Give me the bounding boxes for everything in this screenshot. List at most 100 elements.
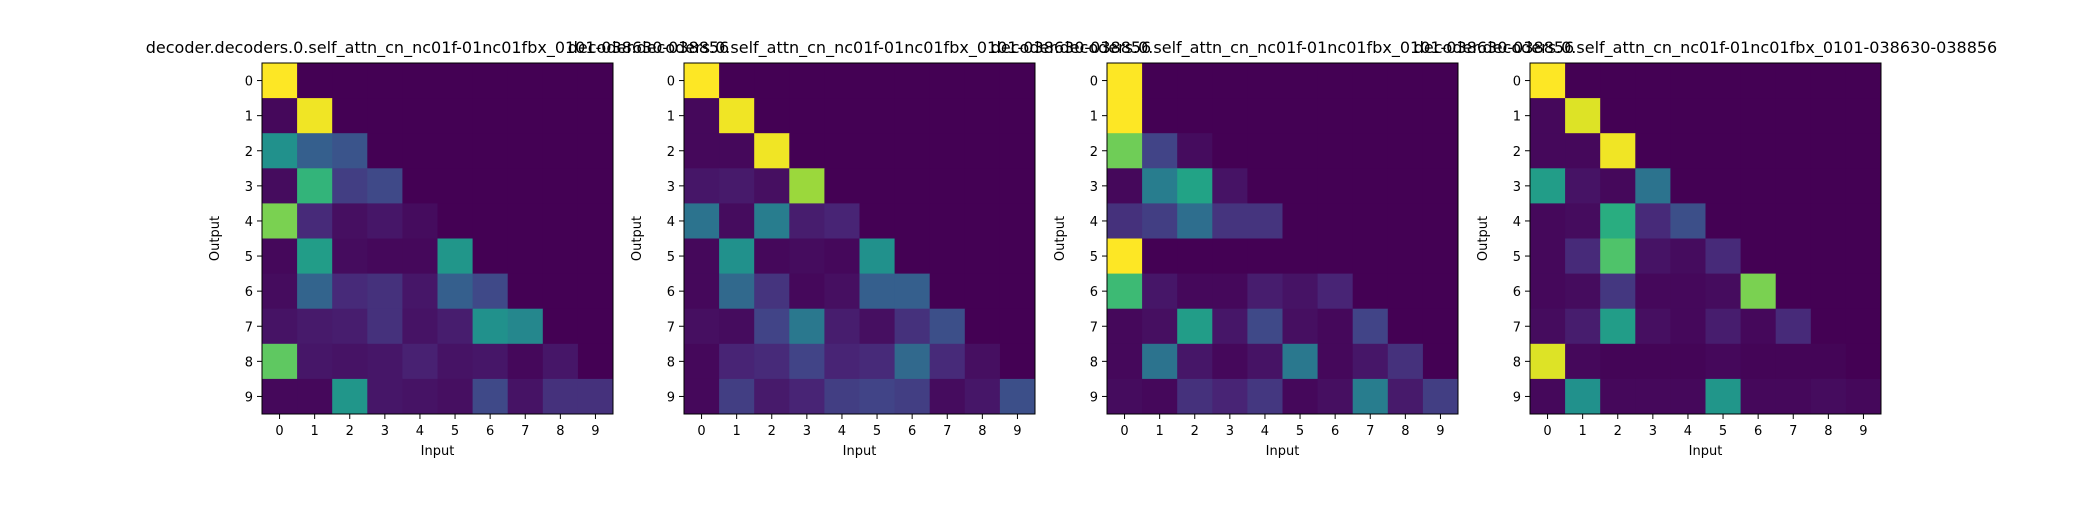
heatmap-cell-r0-c7 [508, 63, 544, 99]
x-tick-label: 9 [591, 424, 599, 439]
heatmap-cell-r9-c6 [1741, 379, 1777, 415]
heatmap-cell-r1-c8 [1811, 98, 1847, 134]
heatmap-cell-r3-c1 [297, 168, 333, 204]
x-axis-label: Input [1689, 444, 1723, 459]
heatmap-cell-r7-c5 [1706, 309, 1742, 345]
heatmap-cell-r8-c2 [1177, 344, 1213, 380]
y-tick-label: 6 [1513, 285, 1521, 300]
heatmap-cell-r8-c2 [1600, 344, 1636, 380]
heatmap-cell-r2-c8 [965, 133, 1001, 169]
y-tick-label: 3 [1513, 180, 1521, 195]
heatmap-cell-r5-c2 [1600, 239, 1636, 275]
heatmap-cell-r7-c7 [1776, 309, 1812, 345]
y-tick-label: 5 [1513, 250, 1521, 265]
heatmap-cell-r3-c3 [789, 168, 825, 204]
heatmap-cell-r2-c7 [930, 133, 966, 169]
heatmap-cell-r2-c0 [684, 133, 720, 169]
heatmap-cell-r1-c8 [1388, 98, 1424, 134]
heatmap-cell-r0-c6 [473, 63, 509, 99]
heatmap-cell-r9-c6 [473, 379, 509, 415]
heatmap-cell-r2-c4 [402, 133, 438, 169]
heatmap-cell-r7-c5 [438, 309, 474, 345]
heatmap-cell-r4-c2 [1177, 203, 1213, 239]
heatmap-cell-r9-c0 [262, 379, 298, 415]
heatmap-cell-r3-c2 [1177, 168, 1213, 204]
y-tick-label: 0 [1513, 75, 1521, 90]
y-tick-label: 3 [1090, 180, 1098, 195]
heatmap-cell-r6-c5 [1283, 274, 1319, 310]
heatmap-cell-r6-c9 [1846, 274, 1882, 310]
x-tick-label: 2 [1614, 424, 1622, 439]
heatmap-cell-r5-c6 [473, 239, 509, 275]
heatmap-cell-r9-c4 [402, 379, 438, 415]
heatmap-cell-r3-c6 [1741, 168, 1777, 204]
heatmap-cell-r3-c9 [1000, 168, 1036, 204]
y-tick-label: 8 [1513, 355, 1521, 370]
heatmap-cell-r6-c2 [1600, 274, 1636, 310]
heatmap-cell-r2-c0 [1530, 133, 1566, 169]
heatmap-cell-r8-c3 [367, 344, 403, 380]
heatmap-cell-r9-c9 [1846, 379, 1882, 415]
heatmap-cell-r8-c0 [1107, 344, 1143, 380]
heatmap-cell-r1-c7 [930, 98, 966, 134]
heatmap-cell-r3-c2 [332, 168, 368, 204]
heatmap-cell-r2-c9 [578, 133, 614, 169]
heatmap-cell-r9-c5 [1706, 379, 1742, 415]
heatmap-cell-r8-c6 [895, 344, 931, 380]
heatmap-cell-r5-c9 [1000, 239, 1036, 275]
heatmap-cell-r9-c5 [1283, 379, 1319, 415]
heatmap-cell-r8-c2 [754, 344, 790, 380]
heatmap-cell-r1-c4 [1247, 98, 1283, 134]
heatmap-cell-r3-c7 [1776, 168, 1812, 204]
heatmap-cell-r0-c3 [367, 63, 403, 99]
heatmap-cell-r1-c0 [262, 98, 298, 134]
heatmap-cell-r6-c4 [402, 274, 438, 310]
x-tick-label: 3 [1226, 424, 1234, 439]
heatmap-cell-r9-c1 [719, 379, 755, 415]
heatmap-cell-r0-c8 [1388, 63, 1424, 99]
heatmap-cell-r3-c5 [1706, 168, 1742, 204]
heatmap-cell-r3-c5 [438, 168, 474, 204]
y-axis-label: Output [1476, 216, 1491, 261]
heatmap-cell-r2-c4 [1247, 133, 1283, 169]
heatmap-cell-r2-c1 [297, 133, 333, 169]
heatmap-cell-r5-c5 [860, 239, 896, 275]
heatmap-cell-r9-c8 [543, 379, 579, 415]
heatmap-cell-r0-c5 [1706, 63, 1742, 99]
x-tick-label: 4 [416, 424, 424, 439]
heatmap-cell-r6-c3 [1635, 274, 1671, 310]
heatmap-cell-r7-c7 [508, 309, 544, 345]
heatmap-cell-r6-c0 [1107, 274, 1143, 310]
x-tick-label: 8 [1401, 424, 1409, 439]
heatmap-cell-r7-c1 [1142, 309, 1178, 345]
heatmap-cell-r7-c4 [1670, 309, 1706, 345]
y-tick-label: 2 [1090, 145, 1098, 160]
heatmap-cell-r1-c5 [860, 98, 896, 134]
heatmap-cell-r3-c9 [1846, 168, 1882, 204]
heatmap-cell-r3-c9 [1423, 168, 1459, 204]
heatmap-cell-r9-c2 [1177, 379, 1213, 415]
heatmap-cell-r4-c3 [1635, 203, 1671, 239]
heatmap-cell-r0-c5 [860, 63, 896, 99]
heatmap-cell-r1-c2 [332, 98, 368, 134]
heatmap-cell-r8-c9 [578, 344, 614, 380]
heatmap-cell-r7-c7 [1353, 309, 1389, 345]
heatmap-cell-r5-c5 [1283, 239, 1319, 275]
y-tick-label: 9 [1090, 390, 1098, 405]
heatmap-cell-r3-c8 [1811, 168, 1847, 204]
heatmap-cell-r2-c9 [1423, 133, 1459, 169]
heatmap-cell-r5-c9 [578, 239, 614, 275]
y-tick-label: 4 [667, 215, 675, 230]
heatmap-cell-r4-c8 [543, 203, 579, 239]
heatmap-cell-r6-c4 [1247, 274, 1283, 310]
x-tick-label: 0 [1120, 424, 1128, 439]
x-tick-label: 3 [1649, 424, 1657, 439]
heatmap-cell-r3-c1 [1565, 168, 1601, 204]
heatmap-cell-r1-c0 [1107, 98, 1143, 134]
heatmap-cell-r9-c8 [965, 379, 1001, 415]
heatmap-cell-r1-c4 [402, 98, 438, 134]
heatmap-cell-r8-c7 [1353, 344, 1389, 380]
x-tick-label: 9 [1013, 424, 1021, 439]
heatmap-cell-r9-c9 [1423, 379, 1459, 415]
x-tick-label: 5 [1719, 424, 1727, 439]
